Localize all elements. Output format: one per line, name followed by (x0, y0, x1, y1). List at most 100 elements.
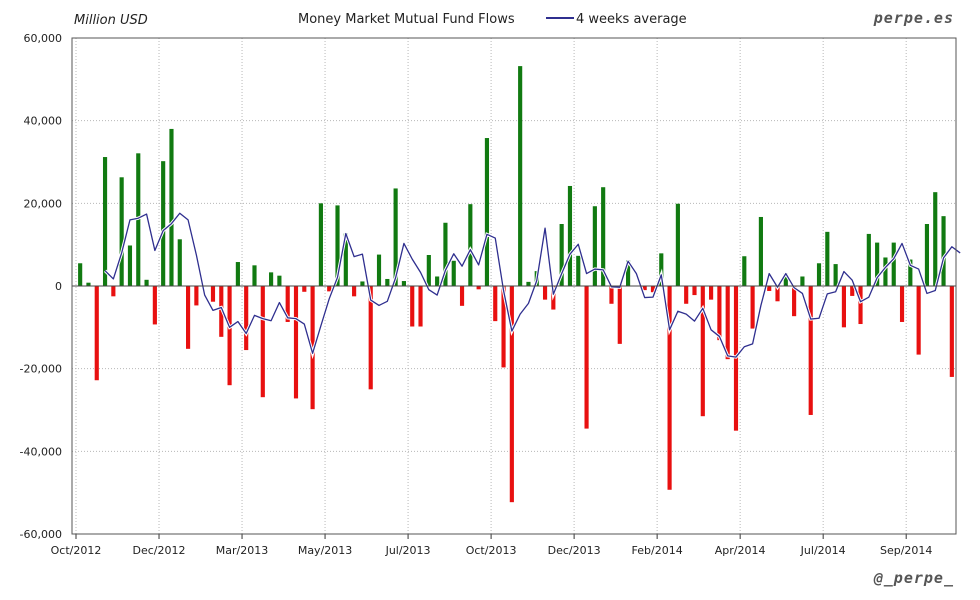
flow-bar (542, 286, 548, 300)
flow-bar (592, 206, 597, 286)
flow-bar (767, 286, 772, 291)
flow-bar (227, 286, 232, 386)
average-line-halo (103, 211, 962, 360)
flow-bar (144, 279, 149, 286)
flow-bar (509, 286, 514, 503)
y-axis-unit-label: Million USD (74, 13, 148, 28)
flow-bar (484, 138, 490, 286)
flow-bar (924, 224, 930, 286)
flow-bar (725, 286, 730, 360)
flow-bar (601, 187, 606, 286)
flow-bar (244, 286, 249, 351)
flow-bar (501, 286, 506, 368)
flow-bar (119, 177, 124, 286)
y-tick-label: 40,000 (24, 115, 63, 128)
plot-frame (71, 37, 957, 535)
flow-bar (700, 286, 705, 417)
x-tick-label: Mar/2013 (216, 544, 268, 557)
brand-watermark-top: perpe.es (873, 9, 954, 27)
y-tick-label: 20,000 (24, 197, 63, 210)
axis-layer: 60,000 40,000 20,000 0 -20,000 -40,000 -60,000… (20, 32, 957, 557)
flow-bar (161, 161, 166, 286)
flow-bar (626, 260, 631, 286)
flow-bar (709, 286, 714, 300)
flow-bar (692, 286, 697, 296)
x-tick-label: Oct/2013 (466, 544, 517, 557)
flow-bar (401, 281, 406, 286)
flow-bar (576, 255, 581, 286)
flow-bar (750, 286, 755, 329)
flow-bar (941, 216, 946, 286)
flow-bar (186, 286, 191, 349)
flow-bar (825, 231, 830, 286)
flow-bar (717, 286, 722, 341)
x-tick-label: Sep/2014 (880, 544, 932, 557)
flow-bar (933, 192, 938, 286)
bars-layer (78, 66, 954, 503)
flow-bar (758, 216, 763, 286)
flow-bar (376, 254, 382, 286)
flow-bar (617, 286, 622, 344)
flow-bar (468, 204, 473, 286)
flow-bar (667, 286, 672, 490)
flow-bar (335, 205, 340, 286)
y-tick-label: 60,000 (24, 32, 63, 45)
flow-bar (210, 286, 216, 302)
flow-bar (518, 66, 523, 286)
flow-bar (352, 286, 357, 297)
flow-bar (127, 245, 133, 286)
flow-bar (476, 286, 481, 290)
brand-watermark-bottom: @_perpe_ (873, 569, 954, 587)
flow-bar (393, 188, 398, 286)
flow-bar (435, 276, 440, 286)
flow-bar (318, 203, 323, 286)
flow-bar (169, 128, 174, 286)
flow-bar (410, 286, 415, 327)
flow-bar (285, 286, 290, 322)
flow-bar (177, 239, 182, 286)
line-layer (103, 211, 962, 360)
flow-bar (684, 286, 689, 304)
flow-bar (252, 265, 257, 286)
flow-bar (94, 286, 99, 381)
flow-bar (609, 286, 614, 304)
flow-bar (194, 286, 199, 306)
x-tick-label: Apr/2014 (715, 544, 766, 557)
flow-bar (526, 281, 531, 286)
flow-bar (293, 286, 299, 399)
flow-bar (152, 286, 157, 325)
chart-title: Money Market Mutual Fund Flows (298, 12, 515, 27)
flow-bar (742, 256, 747, 286)
flow-bar (78, 263, 83, 286)
flow-bar (102, 157, 108, 286)
y-tick-label: -40,000 (20, 445, 62, 458)
flow-bar (327, 286, 332, 292)
flow-bar (86, 282, 91, 286)
flow-bar (883, 257, 888, 286)
flow-bar (891, 242, 896, 286)
flow-bar (783, 273, 788, 286)
flow-bar (418, 286, 423, 327)
flow-bar (816, 263, 822, 286)
x-tick-label: Dec/2013 (548, 544, 601, 557)
x-tick-label: Oct/2012 (51, 544, 102, 557)
flow-bar (235, 262, 240, 286)
y-tick-label: -60,000 (20, 528, 62, 541)
x-tick-label: May/2013 (298, 544, 352, 557)
flow-bar (800, 276, 805, 286)
flow-bar (559, 224, 564, 286)
flow-bar (899, 286, 905, 322)
flow-bar (451, 260, 456, 286)
x-tick-label: Jul/2013 (385, 544, 431, 557)
x-tick-label: Jul/2014 (800, 544, 846, 557)
flow-bar (833, 264, 838, 286)
flow-bar (385, 278, 390, 286)
flow-bar (808, 286, 813, 415)
y-tick-label: -20,000 (20, 363, 62, 376)
flow-bar (792, 286, 797, 317)
y-tick-label: 0 (55, 280, 62, 293)
flow-bar (302, 286, 307, 292)
flow-bar (260, 286, 265, 398)
flow-bar (642, 286, 647, 291)
